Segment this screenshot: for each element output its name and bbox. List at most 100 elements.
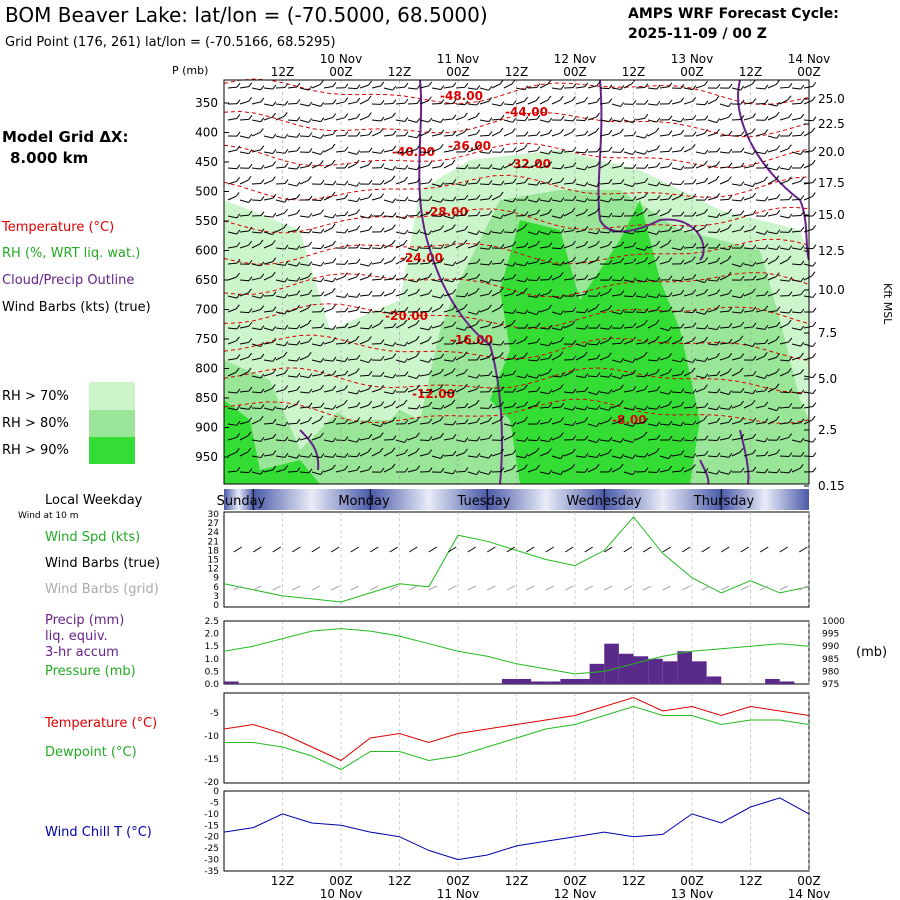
wind-barb-flag <box>416 211 421 216</box>
wind-barb <box>611 342 622 345</box>
wind-barb-flag <box>236 229 241 235</box>
wind-barb <box>263 215 273 218</box>
wind-barb-flag <box>488 404 493 409</box>
bottom-tick-label: 12Z <box>505 874 529 888</box>
wind-barb-flag <box>800 290 805 295</box>
wind-barb-flag <box>524 277 529 283</box>
wind-barb <box>671 101 681 105</box>
pressure-label: Pressure (mb) <box>45 664 136 679</box>
wind-barb <box>551 340 561 345</box>
wind-barb <box>719 275 729 281</box>
wind-barb-flag <box>560 310 565 315</box>
wind-barb-flag <box>620 179 625 184</box>
wind-barb-flag <box>308 289 313 295</box>
wind-barb <box>551 151 561 155</box>
wind-barb-flag <box>307 303 312 309</box>
surface-wind-barb <box>681 546 691 553</box>
wind-barb <box>671 150 681 153</box>
wind-barb <box>623 326 634 329</box>
wind-barb <box>311 231 322 234</box>
wind-barb-flag <box>691 464 696 469</box>
wind-barb <box>695 151 705 155</box>
wind-barb-flag <box>260 388 265 394</box>
wind-barb-flag <box>499 287 504 293</box>
wind-barb <box>467 421 477 425</box>
wind-barb <box>335 101 345 105</box>
wind-barbs-grid-label: Wind Barbs (grid) <box>45 582 159 597</box>
wind-barb <box>599 327 609 330</box>
wind-barb <box>635 421 645 425</box>
wind-barb <box>575 151 586 154</box>
wind-barb-flag <box>475 112 480 118</box>
dewpoint-line <box>224 705 810 771</box>
wind-barb <box>635 117 645 121</box>
wind-barb <box>647 87 657 90</box>
wind-barb-flag <box>560 228 565 234</box>
wind-barb-flag <box>452 339 457 345</box>
wind-barb-flag <box>248 308 253 313</box>
wind-barb-flag <box>415 447 420 453</box>
wind-barb <box>347 469 357 473</box>
wind-barb <box>443 134 454 137</box>
wind-barb-flag <box>668 115 673 121</box>
wind-barb-flag <box>344 453 349 458</box>
wind-barb <box>407 323 417 329</box>
wind-barb-flag <box>368 261 373 267</box>
wind-barb-flag <box>512 354 517 360</box>
wind-barb-flag <box>392 416 396 422</box>
wind-barb-flag <box>764 437 769 443</box>
wind-barb-flag <box>427 128 432 133</box>
wind-barb-flag <box>548 304 552 310</box>
wind-barb-flag <box>536 209 541 214</box>
wind-barb-flag <box>272 149 277 154</box>
wind-barb <box>779 371 789 377</box>
wind-barb-flag <box>296 181 301 187</box>
wind-barb-flag <box>620 241 625 247</box>
cloud-outline <box>739 429 750 485</box>
wind-barb-flag <box>272 84 277 90</box>
wind-barb <box>383 116 393 121</box>
wind-barb <box>263 87 274 90</box>
wind-barb <box>227 436 237 441</box>
wind-barb-flag <box>344 307 349 312</box>
wind-barb-flag <box>523 464 528 469</box>
wind-barb-flag <box>416 165 421 171</box>
wind-barb-flag <box>296 372 301 378</box>
wind-barb-flag <box>332 213 337 219</box>
wind-barb-flag <box>284 465 289 470</box>
wind-barb-flag <box>728 130 733 136</box>
wind-barb-flag <box>716 118 721 123</box>
wind-barb-flag <box>403 255 408 261</box>
wind-barb-flag <box>704 288 708 294</box>
wind-barb <box>323 455 333 458</box>
wind-barb-flag <box>692 211 697 217</box>
wind-barb <box>695 406 705 409</box>
wind-barb <box>323 261 333 265</box>
wind-barb-flag <box>319 80 324 85</box>
wind-barb <box>455 183 465 187</box>
wind-barb-flag <box>596 182 600 187</box>
wind-barb <box>455 295 466 298</box>
wind-barb-flag <box>463 383 468 389</box>
wind-barb <box>491 405 501 409</box>
wind-barb <box>755 405 765 409</box>
surface-wind-barb <box>564 546 574 553</box>
wind-barb <box>551 455 561 460</box>
wind-barb-flag <box>499 351 504 357</box>
wind-barb-flag <box>776 134 781 139</box>
wind-barb <box>359 134 369 137</box>
wind-barb <box>311 151 321 155</box>
grid-wind-barb <box>799 585 808 591</box>
wind-barb <box>527 451 537 457</box>
wind-barb-flag <box>752 98 757 103</box>
model-grid-value: 8.000 km <box>10 149 88 167</box>
wind-barb <box>287 389 297 393</box>
wind-barb <box>563 100 573 105</box>
surface-wind-barb <box>350 546 360 553</box>
wind-barb <box>647 213 657 217</box>
wind-barb <box>659 327 669 332</box>
wind-barb <box>527 118 538 121</box>
wind-barb-flag <box>271 176 276 181</box>
wind-barb <box>239 325 249 329</box>
wind-barb <box>347 339 357 345</box>
